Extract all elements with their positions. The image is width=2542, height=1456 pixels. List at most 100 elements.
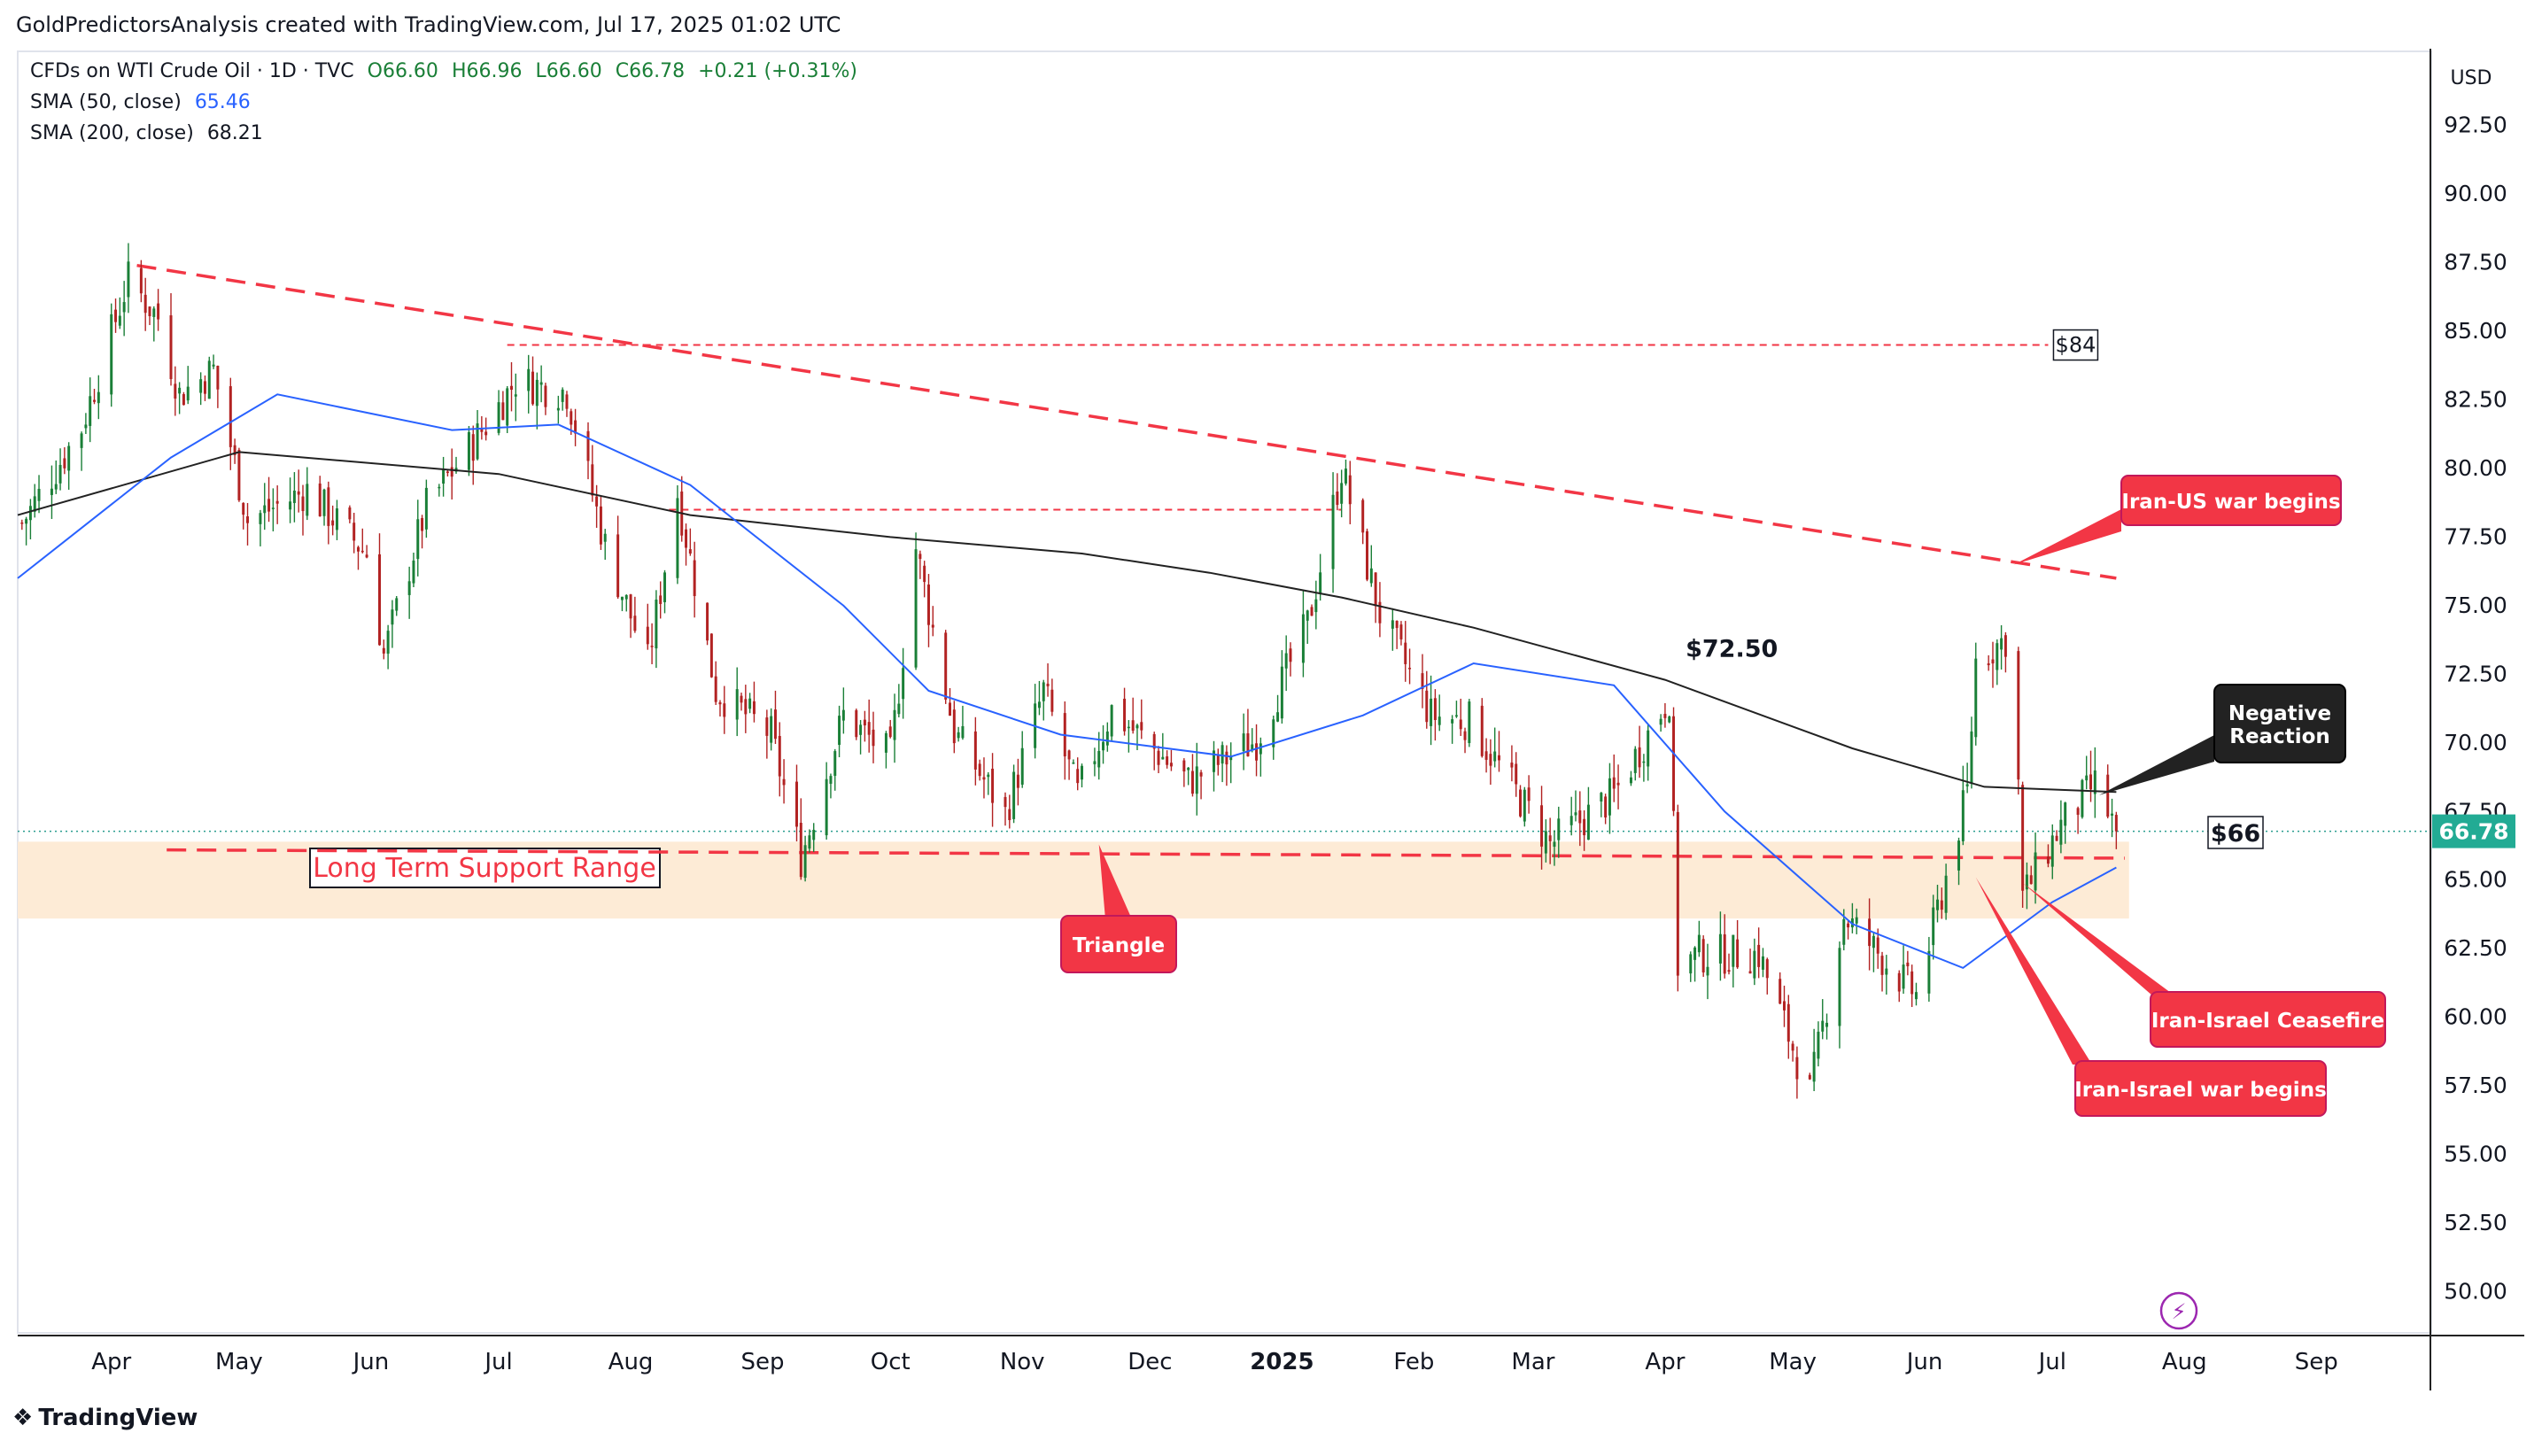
support-zone-label: Long Term Support Range: [313, 853, 656, 884]
candle-body: [237, 449, 241, 500]
candle-body: [1914, 992, 1918, 1000]
candle-body: [1782, 1001, 1786, 1011]
alert-icon[interactable]: [2159, 1291, 2198, 1330]
candle-body: [1404, 642, 1407, 664]
candle-body: [292, 490, 296, 503]
candle-body: [1786, 1003, 1790, 1042]
x-tick-label[interactable]: Mar: [1511, 1349, 1554, 1375]
candle-body: [1301, 614, 1305, 663]
x-tick-label[interactable]: 2025: [1250, 1349, 1314, 1375]
candle-body: [841, 709, 845, 721]
support-zone-label-box: [309, 848, 661, 888]
x-tick-label[interactable]: Oct: [871, 1349, 911, 1375]
ohlc-high: H66.96: [451, 60, 523, 82]
x-tick-label[interactable]: Jun: [1905, 1349, 1943, 1375]
candle-body: [1212, 750, 1215, 772]
sma50-legend[interactable]: SMA (50, close) 65.46: [30, 91, 251, 113]
candle-body: [1736, 939, 1740, 968]
candle-body: [872, 729, 875, 747]
x-tick-label[interactable]: Jul: [2037, 1349, 2066, 1375]
tradingview-branding[interactable]: ❖ TradingView: [12, 1405, 198, 1431]
candle-body: [1378, 601, 1382, 623]
x-tick-label[interactable]: Sep: [741, 1349, 785, 1375]
y-tick-label[interactable]: 75.00: [2444, 592, 2507, 618]
candle-body: [961, 725, 965, 739]
plot-frame: [17, 50, 2432, 1334]
candle-body: [991, 768, 995, 803]
y-tick-label[interactable]: 85.00: [2444, 318, 2507, 344]
sma200-legend[interactable]: SMA (200, close) 68.21: [30, 122, 263, 144]
candle-body: [1578, 810, 1582, 824]
y-tick-label[interactable]: 57.50: [2444, 1073, 2507, 1098]
candle-body: [395, 598, 399, 611]
candle-body: [1821, 1020, 1825, 1032]
x-tick-label[interactable]: Feb: [1393, 1349, 1434, 1375]
candle-body: [659, 595, 663, 604]
candle-body: [706, 602, 709, 641]
candle-body: [480, 428, 484, 432]
y-tick-label[interactable]: 55.00: [2444, 1142, 2507, 1167]
candle-body: [1732, 934, 1735, 967]
y-tick-label[interactable]: 82.50: [2444, 387, 2507, 413]
y-tick-label[interactable]: 72.50: [2444, 661, 2507, 686]
candle-body: [467, 431, 470, 470]
x-tick-label[interactable]: Apr: [1645, 1349, 1685, 1375]
candle-body: [544, 385, 547, 407]
y-tick-label[interactable]: 92.50: [2444, 112, 2507, 138]
candle-body: [471, 434, 475, 461]
x-tick-label[interactable]: Jun: [352, 1349, 390, 1375]
x-tick-label[interactable]: Jul: [483, 1349, 512, 1375]
candle-body: [1779, 979, 1782, 1004]
x-tick-label[interactable]: Dec: [1128, 1349, 1172, 1375]
symbol-name[interactable]: CFDs on WTI Crude Oil · 1D · TVC: [30, 60, 354, 82]
candle-body: [1961, 790, 1965, 841]
candle-body: [1791, 1043, 1794, 1051]
candle-body: [37, 488, 41, 501]
y-tick-label[interactable]: 60.00: [2444, 1004, 2507, 1030]
x-tick-label[interactable]: Apr: [91, 1349, 131, 1375]
candle-body: [497, 402, 500, 433]
y-tick-label[interactable]: 70.00: [2444, 730, 2507, 755]
candle-body: [2089, 774, 2093, 790]
candle-body: [1182, 760, 1186, 772]
x-tick-label[interactable]: May: [1769, 1349, 1817, 1375]
candle-body: [2029, 875, 2033, 885]
y-tick-label[interactable]: 87.50: [2444, 250, 2507, 275]
candle-body: [1910, 971, 1914, 995]
candle-body: [407, 581, 411, 595]
candle-body: [143, 294, 147, 314]
candle-body: [1110, 705, 1113, 737]
x-tick-label[interactable]: Nov: [1000, 1349, 1045, 1375]
x-tick-label[interactable]: Aug: [2162, 1349, 2207, 1375]
y-tick-label[interactable]: 50.00: [2444, 1279, 2507, 1305]
candle-body: [506, 388, 509, 426]
x-tick-label[interactable]: May: [215, 1349, 263, 1375]
candle-body: [1612, 777, 1616, 789]
x-tick-label[interactable]: Sep: [2295, 1349, 2338, 1375]
candle-body: [1272, 719, 1275, 747]
candle-body: [335, 508, 338, 531]
x-tick-label[interactable]: Aug: [608, 1349, 654, 1375]
candle-body: [2050, 835, 2054, 867]
y-tick-label[interactable]: 80.00: [2444, 455, 2507, 481]
candle-body: [770, 716, 773, 743]
y-tick-label[interactable]: 65.00: [2444, 867, 2507, 893]
candle-body: [514, 394, 517, 397]
candle-body: [1616, 782, 1620, 786]
annotation-negative-reaction-label: Reaction: [2229, 725, 2330, 748]
candle-body: [949, 702, 952, 716]
candle-body: [242, 502, 245, 515]
candle-body: [2111, 813, 2114, 816]
candle-body: [952, 709, 956, 744]
y-tick-label[interactable]: 62.50: [2444, 935, 2507, 961]
y-tick-label[interactable]: 77.50: [2444, 523, 2507, 549]
y-tick-label[interactable]: 52.50: [2444, 1210, 2507, 1235]
candle-body: [1399, 624, 1403, 639]
candle-body: [1246, 733, 1250, 757]
y-tick-label[interactable]: 90.00: [2444, 181, 2507, 206]
candle-body: [570, 411, 573, 425]
annotation-ceasefire-label: Iran-Israel Ceasefire: [2151, 1010, 2384, 1033]
candle-body: [442, 469, 446, 484]
